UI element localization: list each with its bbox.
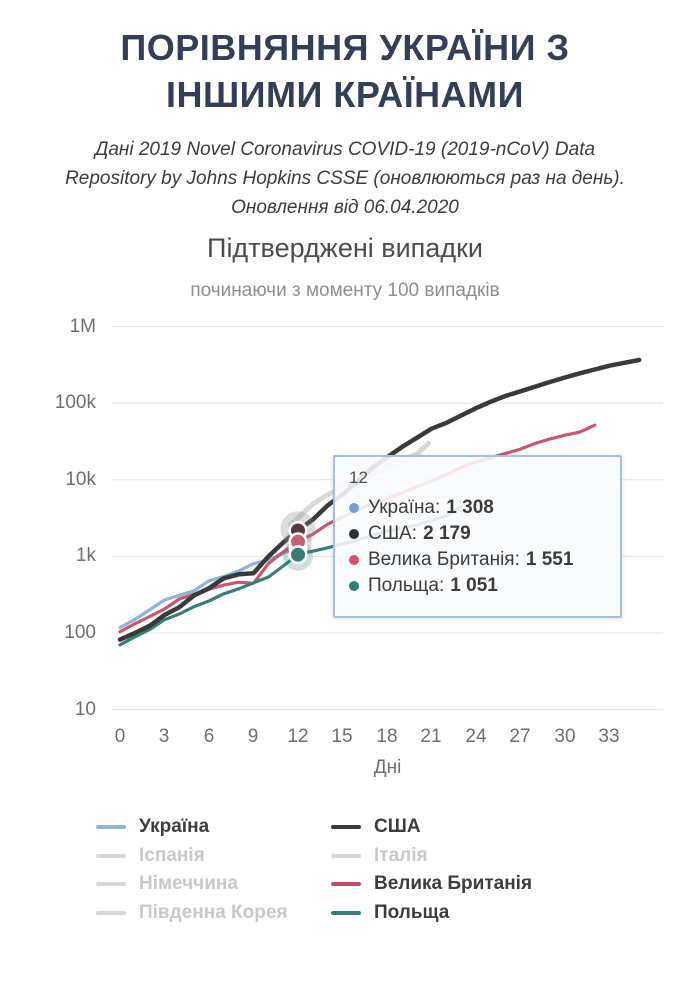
tooltip-label: Велика Британія: xyxy=(368,549,520,570)
y-tick: 100k xyxy=(54,392,96,413)
x-tick: 30 xyxy=(554,726,576,747)
tooltip-value: 1 051 xyxy=(450,575,498,596)
legend-swatch-south-korea xyxy=(96,910,126,915)
legend-label: Україна xyxy=(139,816,210,838)
legend-label: Польща xyxy=(374,901,450,923)
x-tick: 18 xyxy=(376,726,398,747)
tooltip-row-usa: США: 2 179 xyxy=(349,521,606,547)
legend-label: США xyxy=(374,816,421,838)
legend-item-south-korea[interactable]: Південна Корея xyxy=(96,899,288,928)
tooltip-value: 1 308 xyxy=(446,497,494,518)
x-tick: 12 xyxy=(287,726,309,747)
legend-item-usa[interactable]: США xyxy=(331,813,532,842)
page-title-line-2: ІНШИМИ КРАЇНАМИ xyxy=(165,74,525,115)
legend-label: Німеччина xyxy=(139,873,238,895)
x-tick: 15 xyxy=(331,726,353,747)
tooltip-day: 12 xyxy=(349,468,368,487)
y-tick: 1M xyxy=(69,316,96,337)
chart-subtitle: починаючи з моменту 100 випадків xyxy=(190,280,500,301)
legend-item-spain[interactable]: Іспанія xyxy=(96,842,288,871)
legend-item-germany[interactable]: Німеччина xyxy=(96,870,288,899)
legend-item-poland[interactable]: Польща xyxy=(331,899,532,928)
x-tick: 24 xyxy=(465,726,487,747)
legend-label: Італія xyxy=(374,844,428,866)
series-bullet-ukraine xyxy=(349,503,359,513)
x-tick: 33 xyxy=(598,726,620,747)
tooltip-label: Україна: xyxy=(368,497,441,518)
page-title: ПОРІВНЯННЯ УКРАЇНИ З ІНШИМИ КРАЇНАМИ xyxy=(0,24,690,118)
x-tick: 6 xyxy=(203,726,215,747)
legend-item-uk[interactable]: Велика Британія xyxy=(331,870,532,899)
legend-item-ukraine[interactable]: Україна xyxy=(96,813,288,842)
series-bullet-usa xyxy=(349,529,359,539)
legend-swatch-poland xyxy=(331,910,361,915)
tooltip-row-poland: Польща: 1 051 xyxy=(349,573,606,599)
legend-item-italy[interactable]: Італія xyxy=(331,842,532,871)
tooltip-row-uk: Велика Британія: 1 551 xyxy=(349,547,606,573)
tooltip-row-ukraine: Україна: 1 308 xyxy=(349,495,606,521)
y-tick: 100 xyxy=(64,622,96,643)
legend-label: Іспанія xyxy=(139,844,205,866)
legend-label: Велика Британія xyxy=(374,873,533,895)
page-title-line-1: ПОРІВНЯННЯ УКРАЇНИ З xyxy=(120,27,570,68)
legend-label: Південна Корея xyxy=(139,901,288,923)
legend-swatch-usa xyxy=(331,825,361,830)
series-bullet-uk xyxy=(349,555,359,565)
x-tick: 9 xyxy=(247,726,259,747)
chart-tooltip: 12 Україна: 1 308 США: 2 179 Велика Брит… xyxy=(333,455,622,618)
x-axis-label: Дні xyxy=(373,757,402,778)
x-tick: 21 xyxy=(420,726,442,747)
legend-swatch-ukraine xyxy=(96,825,126,830)
legend-swatch-italy xyxy=(331,853,361,858)
x-tick: 3 xyxy=(158,726,170,747)
x-tick: 0 xyxy=(114,726,126,747)
x-tick: 27 xyxy=(509,726,531,747)
tooltip-value: 2 179 xyxy=(423,523,471,544)
data-source-note: Дані 2019 Novel Coronavirus COVID-19 (20… xyxy=(65,139,625,218)
tooltip-label: Польща: xyxy=(368,575,445,596)
tooltip-label: США: xyxy=(368,523,418,544)
legend-swatch-spain xyxy=(96,853,126,858)
y-tick: 10 xyxy=(74,699,96,720)
series-bullet-poland xyxy=(349,581,359,591)
legend-swatch-uk xyxy=(331,882,361,887)
y-tick: 10k xyxy=(65,469,96,490)
tooltip-value: 1 551 xyxy=(525,549,574,570)
y-tick: 1k xyxy=(75,545,96,566)
legend-swatch-germany xyxy=(96,882,126,887)
chart-title: Підтверджені випадки xyxy=(207,233,483,263)
